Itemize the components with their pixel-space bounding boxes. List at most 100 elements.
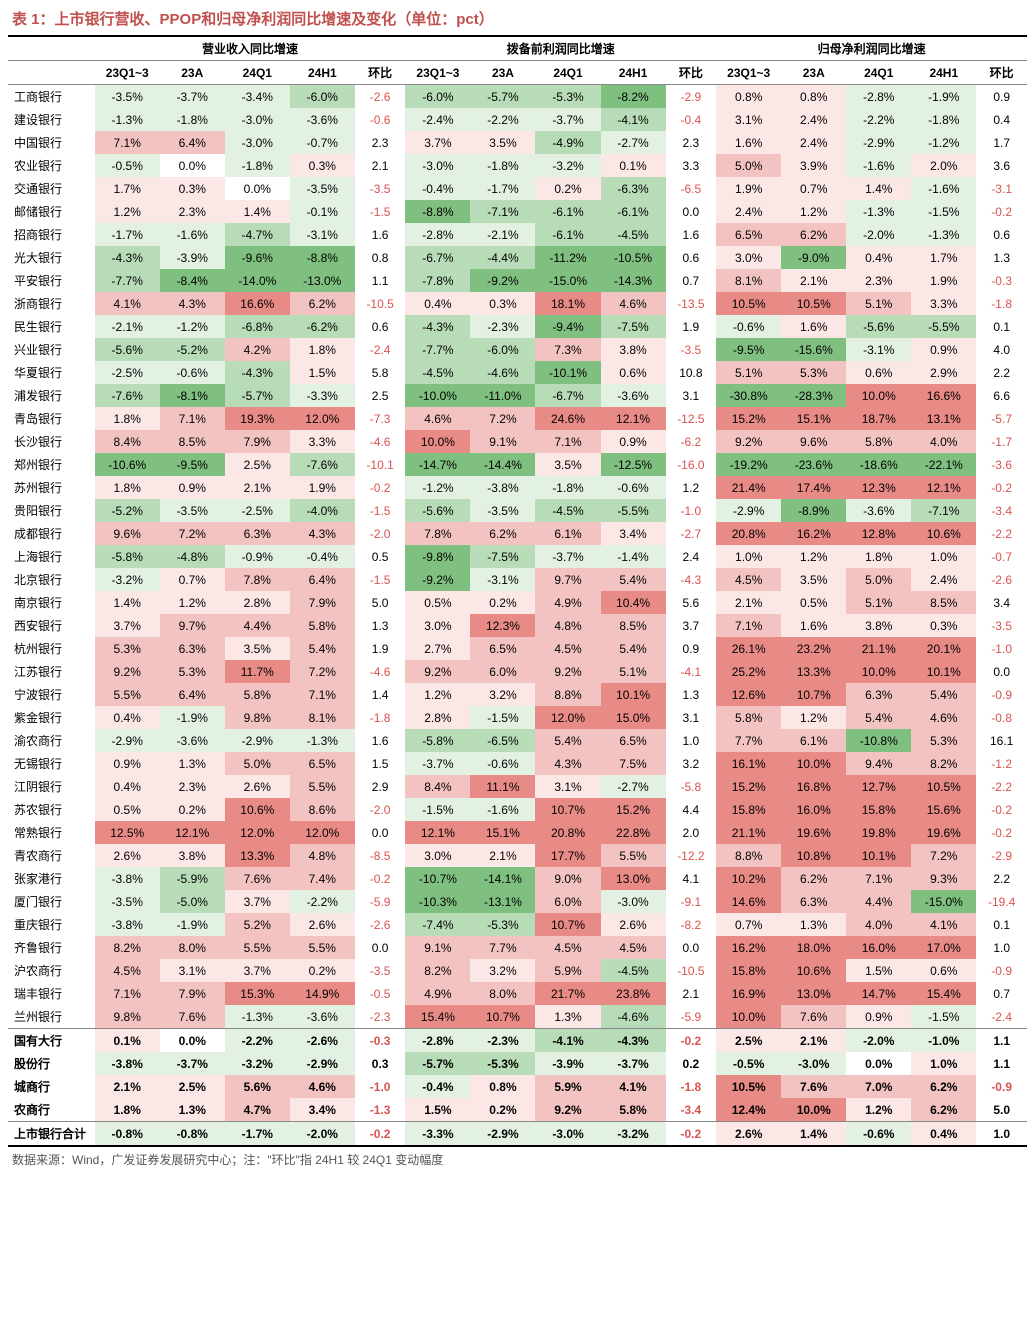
value-cell: -2.9% [95, 729, 160, 752]
value-cell: 3.5% [781, 568, 846, 591]
hb-cell: 5.8 [355, 361, 406, 384]
value-cell: -7.1% [911, 499, 976, 522]
bank-name-cell: 齐鲁银行 [8, 936, 95, 959]
value-cell: 3.7% [225, 959, 290, 982]
value-cell: -1.6% [846, 154, 911, 177]
bank-name-cell: 杭州银行 [8, 637, 95, 660]
value-cell: 7.6% [160, 1005, 225, 1029]
value-cell: 10.7% [535, 798, 600, 821]
table-row: 北京银行-3.2%0.7%7.8%6.4%-1.5-9.2%-3.1%9.7%5… [8, 568, 1027, 591]
hb-cell: -0.6 [355, 108, 406, 131]
value-cell: -1.2% [911, 131, 976, 154]
value-cell: 6.5% [716, 223, 781, 246]
table-row: 重庆银行-3.8%-1.9%5.2%2.6%-2.6-7.4%-5.3%10.7… [8, 913, 1027, 936]
value-cell: 6.0% [535, 890, 600, 913]
value-cell: 21.7% [535, 982, 600, 1005]
value-cell: 0.8% [716, 85, 781, 109]
value-cell: 0.4% [846, 246, 911, 269]
value-cell: -3.8% [470, 476, 535, 499]
table-row: 兴业银行-5.6%-5.2%4.2%1.8%-2.4-7.7%-6.0%7.3%… [8, 338, 1027, 361]
value-cell: -6.8% [225, 315, 290, 338]
bank-name-cell: 郑州银行 [8, 453, 95, 476]
value-cell: -1.7% [95, 223, 160, 246]
table-row: 青农商行2.6%3.8%13.3%4.8%-8.53.0%2.1%17.7%5.… [8, 844, 1027, 867]
value-cell: -11.2% [535, 246, 600, 269]
value-cell: 1.9% [290, 476, 355, 499]
value-cell: -23.6% [781, 453, 846, 476]
value-cell: -14.3% [601, 269, 666, 292]
table-row: 江阴银行0.4%2.3%2.6%5.5%2.98.4%11.1%3.1%-2.7… [8, 775, 1027, 798]
value-cell: -3.6% [601, 384, 666, 407]
value-cell: 14.7% [846, 982, 911, 1005]
value-cell: 8.5% [601, 614, 666, 637]
hb-cell: 1.7 [976, 131, 1027, 154]
bank-name-cell: 招商银行 [8, 223, 95, 246]
hb-cell: 1.3 [976, 246, 1027, 269]
value-cell: 10.5% [781, 292, 846, 315]
bank-name-cell: 农商行 [8, 1098, 95, 1122]
value-cell: -7.8% [405, 269, 470, 292]
value-cell: 0.9% [911, 338, 976, 361]
bank-name-cell: 华夏银行 [8, 361, 95, 384]
value-cell: -5.2% [160, 338, 225, 361]
value-cell: -2.5% [95, 361, 160, 384]
hb-cell: 0.1 [976, 913, 1027, 936]
value-cell: 4.1% [911, 913, 976, 936]
value-cell: 3.3% [290, 430, 355, 453]
footnote: 数据来源：Wind，广发证券发展研究中心；注："环比"指 24H1 较 24Q1… [8, 1147, 1027, 1168]
value-cell: -2.7% [601, 775, 666, 798]
value-cell: -2.2% [846, 108, 911, 131]
value-cell: -3.2% [601, 1122, 666, 1147]
value-cell: 6.2% [290, 292, 355, 315]
value-cell: 14.9% [290, 982, 355, 1005]
value-cell: -5.2% [95, 499, 160, 522]
value-cell: -6.2% [290, 315, 355, 338]
value-cell: -3.6% [290, 1005, 355, 1029]
hb-cell: -2.0 [355, 522, 406, 545]
value-cell: 10.7% [535, 913, 600, 936]
value-cell: -6.1% [535, 200, 600, 223]
value-cell: 2.0% [911, 154, 976, 177]
value-cell: 1.4% [225, 200, 290, 223]
hb-cell: 0.3 [355, 1052, 406, 1075]
value-cell: 1.2% [781, 545, 846, 568]
value-cell: 1.8% [95, 1098, 160, 1122]
value-cell: -6.0% [290, 85, 355, 109]
value-cell: -1.6% [911, 177, 976, 200]
value-cell: 6.3% [225, 522, 290, 545]
value-cell: 2.1% [781, 269, 846, 292]
bank-name-cell: 沪农商行 [8, 959, 95, 982]
value-cell: 5.5% [95, 683, 160, 706]
hb-cell: 1.5 [355, 752, 406, 775]
value-cell: 3.4% [290, 1098, 355, 1122]
hb-cell: 1.3 [355, 614, 406, 637]
value-cell: 5.3% [95, 637, 160, 660]
value-cell: 7.1% [846, 867, 911, 890]
hb-cell: -2.2 [976, 775, 1027, 798]
value-cell: 2.8% [405, 706, 470, 729]
hb-cell: -4.6 [355, 660, 406, 683]
value-cell: 12.0% [290, 407, 355, 430]
value-cell: 3.4% [601, 522, 666, 545]
value-cell: -15.6% [781, 338, 846, 361]
bank-name-cell: 江阴银行 [8, 775, 95, 798]
table-row: 西安银行3.7%9.7%4.4%5.8%1.33.0%12.3%4.8%8.5%… [8, 614, 1027, 637]
value-cell: 5.4% [846, 706, 911, 729]
value-cell: 13.1% [911, 407, 976, 430]
table-row: 邮储银行1.2%2.3%1.4%-0.1%-1.5-8.8%-7.1%-6.1%… [8, 200, 1027, 223]
table-row: 平安银行-7.7%-8.4%-14.0%-13.0%1.1-7.8%-9.2%-… [8, 269, 1027, 292]
value-cell: -3.8% [95, 867, 160, 890]
table-row: 齐鲁银行8.2%8.0%5.5%5.5%0.09.1%7.7%4.5%4.5%0… [8, 936, 1027, 959]
value-cell: 3.9% [781, 154, 846, 177]
hb-cell: -8.2 [666, 913, 717, 936]
value-cell: -8.2% [601, 85, 666, 109]
value-cell: -4.6% [470, 361, 535, 384]
value-cell: 8.5% [911, 591, 976, 614]
hb-cell: -10.5 [355, 292, 406, 315]
value-cell: 3.8% [601, 338, 666, 361]
value-cell: 5.1% [846, 292, 911, 315]
value-cell: -4.5% [601, 959, 666, 982]
group-header: 拨备前利润同比增速 [405, 36, 716, 61]
hb-cell: 5.6 [666, 591, 717, 614]
value-cell: 10.1% [911, 660, 976, 683]
